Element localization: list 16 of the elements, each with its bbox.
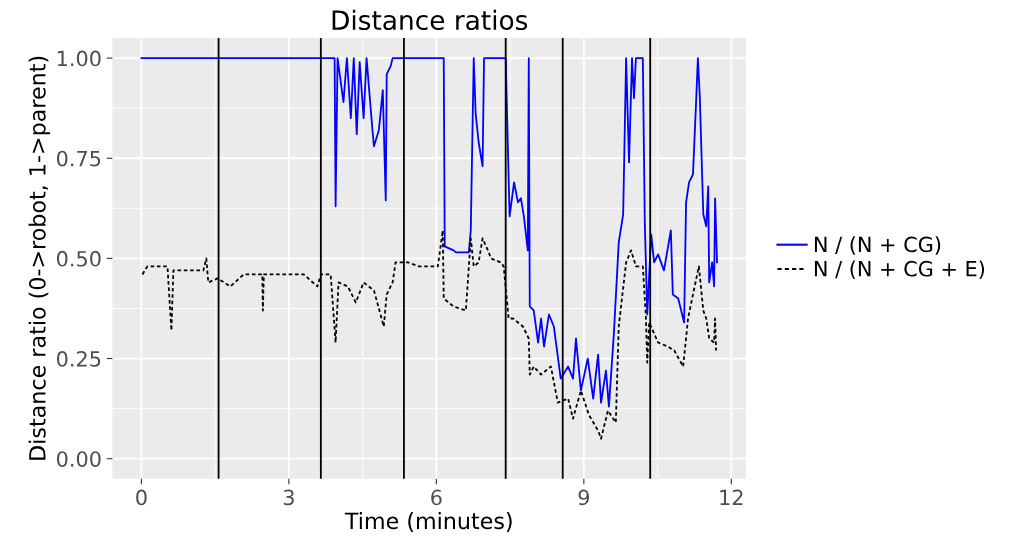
y-tick-label: 0.50	[56, 250, 101, 267]
y-tick-label: 0.25	[56, 351, 101, 367]
y-tick-label: 0.75	[56, 150, 101, 167]
legend-label: N / (N + CG)	[814, 236, 941, 255]
chart-title: Distance ratios	[332, 9, 528, 31]
legend-label: N / (N + CG + E)	[814, 260, 985, 280]
x-tick-label: 0	[136, 489, 147, 506]
y-tick-label: 1.00	[57, 50, 101, 67]
x-tick-label: 3	[283, 489, 294, 506]
x-axis-title: Time (minutes)	[344, 512, 512, 532]
y-tick-label: 0.00	[56, 451, 101, 467]
line-series	[140, 57, 718, 408]
y-axis-title: Distance ratio (0->robot, 1->parent)	[28, 56, 51, 460]
x-tick-label: 6	[431, 489, 442, 506]
x-tick-label: 9	[578, 489, 589, 506]
x-tick-label: 12	[720, 489, 743, 505]
